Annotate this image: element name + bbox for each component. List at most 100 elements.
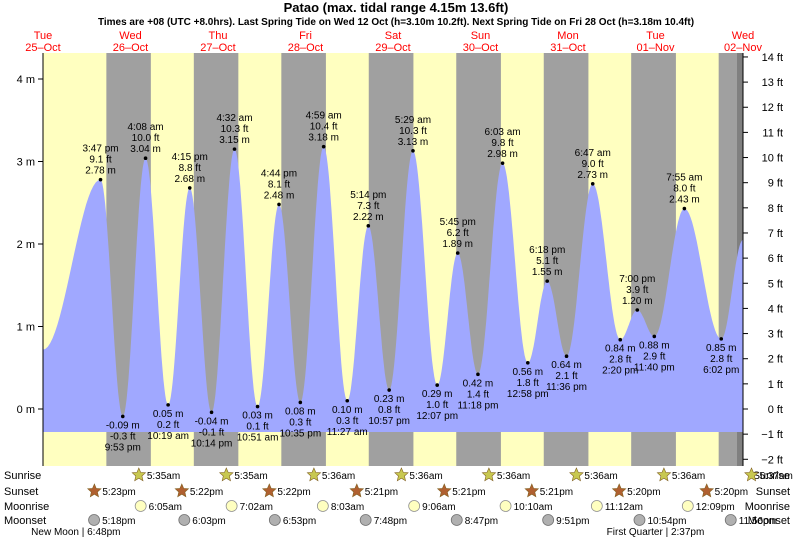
date-label: 02–Nov (724, 42, 762, 54)
tide-point (143, 156, 148, 160)
tide-time-label: 6:47 am (575, 148, 611, 159)
tide-point (345, 398, 350, 403)
tide-ft-label: 10.4 ft (310, 122, 338, 133)
sunset-icon (86, 483, 102, 498)
moonset-icon (268, 514, 281, 526)
tide-ft-label: 2.8 ft (710, 354, 732, 365)
y-left-tick-label: 4 m (17, 74, 35, 86)
moonset-icon (88, 514, 100, 526)
date-label: 27–Oct (200, 42, 235, 54)
tide-point (232, 147, 237, 151)
row-label-right: Moonset (748, 515, 790, 527)
moonrise-icon (681, 500, 694, 512)
row-label-right: Sunset (756, 486, 790, 498)
tide-m-label: 2.48 m (264, 190, 295, 201)
row-label-right: Sunrise (753, 470, 790, 482)
sunrise-icon (656, 467, 672, 482)
moonset-icon (359, 514, 372, 526)
y-right-tick-label: 8 ft (768, 203, 783, 215)
row-label-left: Moonrise (4, 501, 49, 513)
y-left-tick-label: 2 m (17, 239, 35, 251)
tide-m-label: 1.55 m (532, 267, 563, 278)
y-right-tick-label: 4 ft (768, 303, 783, 315)
sunrise-icon (394, 467, 409, 482)
moonset-icon (542, 514, 555, 526)
tide-ft-label: 8.8 ft (179, 163, 201, 174)
tide-point (255, 404, 260, 409)
day-name-label: Tue (34, 30, 53, 42)
tide-ft-label: 0.1 ft (246, 422, 268, 433)
tide-m-label: 0.42 m (463, 378, 494, 389)
tide-ft-label: 3.9 ft (626, 285, 648, 296)
y-right-tick-label: −1 ft (761, 429, 783, 441)
tide-ft-label: 1.0 ft (426, 400, 448, 411)
tide-m-label: 3.18 m (308, 133, 339, 144)
y-right-tick-label: 3 ft (768, 329, 783, 341)
tide-m-label: 2.22 m (353, 212, 384, 223)
tide-time-label: 10:51 am (237, 433, 279, 444)
tide-ft-label: -0.3 ft (110, 431, 136, 442)
tide-ft-label: 6.2 ft (447, 228, 469, 239)
tide-point (455, 251, 460, 255)
sunrise-icon (744, 467, 759, 482)
sunset-icon (611, 483, 627, 498)
tide-m-label: 2.68 m (174, 174, 205, 185)
tide-ft-label: 10.0 ft (132, 133, 160, 144)
moonset-time: 6:03pm (192, 516, 225, 527)
tide-ft-label: 9.1 ft (89, 155, 111, 166)
tide-ft-label: 0.3 ft (336, 416, 358, 427)
tide-point (476, 372, 480, 377)
day-name-label: Sun (471, 30, 491, 42)
tide-time-label: 6:02 pm (703, 365, 739, 376)
date-label: 26–Oct (113, 42, 148, 54)
date-label: 30–Oct (463, 42, 498, 54)
tide-m-label: 0.03 m (242, 411, 273, 422)
tide-time-label: 4:32 am (216, 113, 252, 124)
sunset-time: 5:21pm (452, 487, 485, 498)
tide-m-label: 0.56 m (512, 367, 543, 378)
moonrise-icon (590, 500, 603, 512)
tide-time-label: 6:18 pm (529, 245, 565, 256)
tide-point (209, 410, 214, 415)
tide-ft-label: 2.9 ft (643, 351, 665, 362)
tide-time-label: 4:44 pm (261, 168, 297, 179)
y-left-tick-label: 3 m (17, 157, 35, 169)
tide-time-label: 6:03 am (484, 127, 520, 138)
y-right-tick-label: 9 ft (768, 178, 783, 190)
tide-m-label: 2.98 m (487, 149, 518, 160)
moonrise-time: 7:02am (240, 502, 273, 513)
sunrise-time: 5:35am (147, 471, 180, 482)
tide-time-label: 7:00 pm (619, 274, 655, 285)
moonrise-icon (134, 500, 147, 512)
sunrise-time: 5:36am (584, 471, 617, 482)
tide-ft-label: 8.0 ft (673, 184, 695, 195)
tide-m-label: 0.85 m (706, 343, 737, 354)
tide-m-label: 2.78 m (85, 166, 116, 177)
y-right-tick-label: 6 ft (768, 253, 783, 265)
tide-point (187, 186, 192, 190)
sunrise-icon (306, 467, 322, 482)
y-right-tick-label: 12 ft (762, 102, 783, 114)
moonset-time: 6:53pm (283, 516, 316, 527)
day-name-label: Wed (119, 30, 141, 42)
moonrise-time: 9:06am (422, 502, 455, 513)
date-label: 29–Oct (375, 42, 410, 54)
sunset-icon (699, 483, 715, 498)
tide-time-label: 12:58 pm (507, 389, 549, 400)
tide-point (564, 354, 569, 359)
tide-m-label: 0.23 m (374, 394, 405, 405)
y-right-tick-label: 7 ft (768, 228, 783, 240)
date-label: 01–Nov (637, 42, 675, 54)
tide-m-label: 2.73 m (577, 170, 608, 181)
date-label: 25–Oct (25, 42, 60, 54)
tide-ft-label: 9.0 ft (582, 159, 604, 170)
tide-point (321, 144, 326, 149)
tide-m-label: 1.20 m (622, 296, 653, 307)
tide-point (545, 279, 550, 283)
row-label-left: Moonset (4, 515, 46, 527)
tide-ft-label: 10.3 ft (221, 124, 249, 135)
moonrise-time: 11:12am (605, 502, 643, 513)
sunset-icon (349, 483, 365, 498)
moonrise-time: 6:05am (149, 502, 182, 513)
